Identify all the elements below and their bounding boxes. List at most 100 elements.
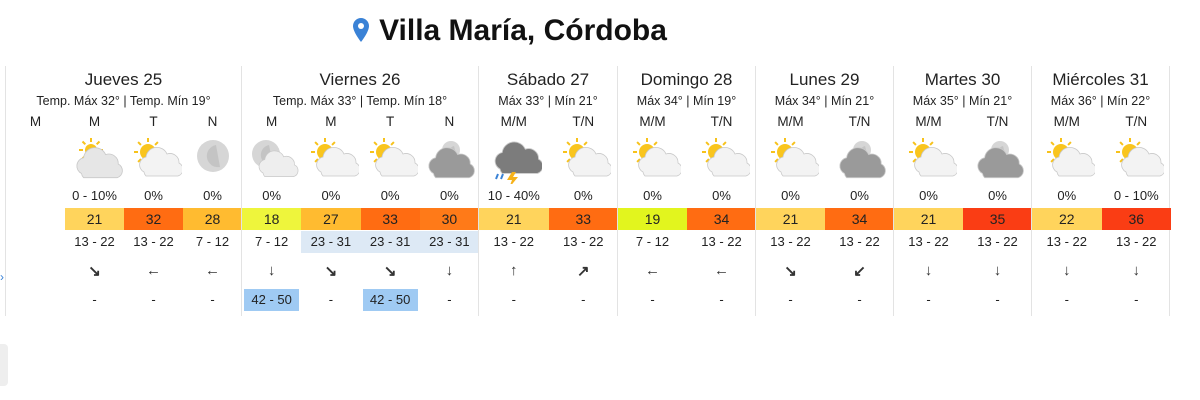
precipitation: 0 - 10% (1113, 188, 1159, 203)
wind-direction: ↓ (993, 262, 1002, 279)
wind-gust: - (857, 292, 862, 307)
precipitation: 0% (573, 188, 593, 203)
temperature: 33 (548, 208, 618, 230)
period-label: M (325, 114, 337, 129)
period-label: M/M (915, 114, 942, 129)
forecast-table: Jueves 25 Temp. Máx 32° | Temp. Mín 19° M M… (5, 66, 1171, 316)
temperature: 18 (242, 208, 302, 230)
wind-speed: 13 - 22 (563, 234, 604, 249)
wind-gust: - (650, 292, 655, 307)
wind-direction: ↘ (88, 263, 101, 280)
wind-gust: - (926, 292, 931, 307)
weather-icon (196, 140, 229, 172)
wind-direction: ← (714, 262, 729, 279)
weather-icon (976, 141, 1024, 179)
temperature: 34 (687, 208, 756, 230)
period-label: M (29, 114, 42, 129)
day-summary: Máx 35° | Mín 21° (912, 94, 1013, 108)
period-column: T 0% 32 13 - 22 ← - (124, 66, 183, 316)
day-summary: Temp. Máx 33° | Temp. Mín 18° (272, 94, 448, 108)
wind-speed: 7 - 12 (195, 234, 230, 249)
period-label: T (386, 114, 395, 129)
day-name: Domingo 28 (640, 70, 733, 89)
day-name: Jueves 25 (84, 70, 163, 89)
precipitation: 0% (321, 188, 341, 203)
weather-icon (494, 141, 542, 184)
period-column: T/N 0% 34 13 - 22 ← - (687, 66, 756, 316)
day-column: Viernes 26 Temp. Máx 33° | Temp. Mín 18° M… (241, 66, 479, 316)
temperature: 21 (894, 208, 963, 230)
wind-gust: - (328, 292, 334, 307)
precipitation: 0% (439, 188, 459, 203)
wind-speed: 13 - 22 (1116, 234, 1157, 249)
day-summary: Máx 33° | Mín 21° (498, 94, 598, 108)
wind-direction: ↑ (510, 262, 518, 279)
wind-gust: 42 - 50 (244, 289, 300, 311)
period-column: M 0% 27 23 - 31 ↘ - (301, 66, 361, 316)
period-label: T/N (986, 114, 1009, 129)
day-column: Jueves 25 Temp. Máx 32° | Temp. Mín 19° M M… (5, 66, 242, 316)
wind-speed: 13 - 22 (493, 234, 534, 249)
day-column: Miércoles 31 Máx 36° | Mín 22° M/M 0% 22 13 -… (1031, 66, 1171, 316)
wind-gust: - (447, 292, 452, 307)
location-title: Villa María, Córdoba (0, 14, 1020, 48)
day-name: Lunes 29 (789, 70, 860, 89)
wind-direction: ← (146, 262, 161, 279)
period-column: N 0% 30 23 - 31 ↓ - (419, 66, 479, 316)
day-column: Martes 30 Máx 35° | Mín 21° M/M 0% 21 13 - 22… (893, 66, 1032, 316)
wind-speed: 13 - 22 (1046, 234, 1087, 249)
precipitation: 0% (919, 188, 938, 203)
wind-gust: - (210, 292, 215, 307)
wind-gust: - (995, 292, 1000, 307)
precipitation: 0% (380, 188, 400, 203)
location-pin (353, 18, 370, 42)
day-summary: Máx 34° | Mín 21° (774, 94, 875, 108)
wind-speed: 13 - 22 (977, 234, 1018, 249)
wind-gust: - (581, 292, 586, 307)
period-column: T/N 0% 33 13 - 22 ↗ - (548, 66, 618, 316)
precipitation: 0 - 10% (72, 188, 117, 203)
period-column: T/N 0% 34 13 - 22 ↙ - (825, 66, 894, 316)
wind-direction: ← (205, 262, 220, 279)
precipitation: 0% (712, 188, 731, 203)
wind-speed: 13 - 22 (908, 234, 949, 249)
day-column: Domingo 28 Máx 34° | Mín 19° M/M 0% 19 7 - 12… (617, 66, 756, 316)
wind-speed: 13 - 22 (701, 234, 742, 249)
temperature: 36 (1101, 208, 1171, 230)
wind-gust: - (1064, 292, 1069, 307)
period-label: T/N (848, 114, 871, 129)
period-label: M (266, 114, 278, 129)
wind-speed: 23 - 31 (360, 231, 420, 253)
day-summary: Temp. Máx 32° | Temp. Mín 19° (36, 94, 211, 108)
wind-direction: ↘ (324, 263, 338, 280)
wind-speed: 13 - 22 (74, 234, 115, 249)
temperature: 22 (1032, 208, 1102, 230)
weather-icon (563, 138, 612, 177)
period-column: M/M 0% 21 13 - 22 ↘ - (756, 66, 825, 316)
period-label: M/M (1053, 114, 1080, 129)
weather-icon (75, 138, 123, 179)
precipitation: 0% (262, 188, 282, 203)
weather-icon (370, 138, 419, 177)
wind-speed: 13 - 22 (770, 234, 811, 249)
day-name: Sábado 27 (506, 70, 590, 89)
period-column: M 0% 18 7 - 12 ↓ 42 - 50 (242, 66, 302, 316)
period-label: M (88, 114, 101, 129)
temperature: 21 (65, 208, 124, 230)
wind-gust: - (92, 292, 97, 307)
period-column: T/N 0 - 10% 36 13 - 22 ↓ - (1101, 66, 1171, 316)
wind-speed: 13 - 22 (839, 234, 880, 249)
wind-direction: ↘ (383, 263, 397, 280)
weather-icon (310, 138, 359, 177)
wind-direction: ↓ (1063, 262, 1071, 279)
wind-speed: 7 - 12 (255, 234, 289, 249)
wind-speed: 7 - 12 (635, 234, 670, 249)
weather-icon (133, 138, 182, 177)
scroll-hint: › (0, 270, 4, 284)
wind-direction: ← (645, 262, 660, 279)
wind-gust: 42 - 50 (362, 289, 418, 311)
wind-gust: - (511, 292, 516, 307)
period-column: M/M 10 - 40% 21 13 - 22 ↑ - (479, 66, 549, 316)
period-label: T/N (1125, 114, 1148, 129)
